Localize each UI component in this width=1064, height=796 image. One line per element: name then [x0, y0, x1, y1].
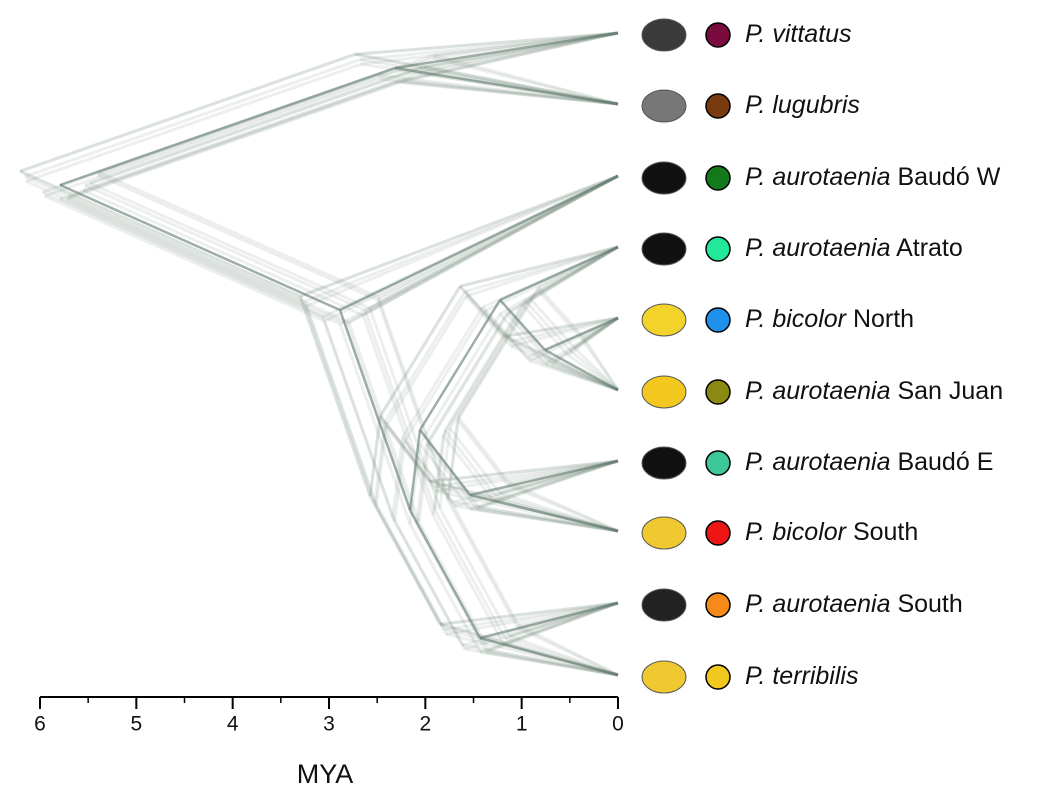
branch	[395, 33, 618, 68]
branch	[20, 171, 300, 296]
color-dot	[706, 308, 730, 332]
axis-label: MYA	[297, 759, 354, 789]
color-dot	[706, 94, 730, 118]
frog-icon	[642, 589, 686, 621]
taxon-population: San Juan	[897, 377, 1003, 405]
taxon-label: P. bicolor North	[745, 305, 914, 333]
taxon-label: P. lugubris	[745, 91, 860, 119]
figure: 6 5 4 3 2 1 0 P. vittatus P. lugubris P. aurotae…	[0, 0, 1064, 791]
taxon-italic: P. bicolor	[745, 518, 848, 546]
tick-label: 6	[34, 713, 46, 736]
branch	[90, 183, 370, 308]
color-dot	[706, 23, 730, 47]
taxon-label: P. vittatus	[745, 20, 852, 48]
taxon-label: P. aurotaenia Baudó E	[745, 448, 993, 476]
branch	[25, 60, 360, 177]
taxon-population: Baudó W	[897, 163, 1000, 191]
frog-icon	[642, 304, 686, 336]
taxon-label: P. bicolor South	[745, 518, 918, 546]
tick-label: 0	[612, 713, 624, 736]
taxon-italic: P. aurotaenia	[745, 234, 891, 262]
branch	[445, 300, 525, 430]
tree	[20, 33, 618, 675]
taxon-italic: P. bicolor	[745, 305, 848, 333]
color-dot	[706, 665, 730, 689]
color-dot	[706, 451, 730, 475]
branch	[67, 82, 402, 199]
color-dot	[706, 380, 730, 404]
taxon-italic: P. aurotaenia	[745, 448, 891, 476]
tick-label: 3	[323, 713, 335, 736]
taxon-italic: P. terribilis	[745, 662, 858, 690]
taxon-italic: P. lugubris	[745, 91, 860, 119]
color-dot	[706, 593, 730, 617]
branch	[365, 176, 618, 310]
frog-icon	[642, 517, 686, 549]
taxon-population: North	[853, 305, 914, 333]
branch	[306, 306, 376, 506]
color-dot	[706, 166, 730, 190]
frog-icon	[642, 19, 686, 51]
branch	[300, 296, 370, 496]
taxon-population: South	[853, 518, 918, 546]
tick-label: 1	[516, 713, 528, 736]
taxon-label: P. aurotaenia Atrato	[745, 234, 963, 262]
taxon-label: P. terribilis	[745, 662, 858, 690]
taxon-italic: P. vittatus	[745, 20, 852, 48]
branch	[25, 177, 305, 302]
taxon-label: P. aurotaenia San Juan	[745, 377, 1003, 405]
color-dot	[706, 521, 730, 545]
frog-icon	[642, 661, 686, 693]
frog-icon	[642, 447, 686, 479]
tick-label: 5	[130, 713, 142, 736]
branch	[460, 247, 618, 286]
branch	[60, 68, 395, 185]
frog-icon	[642, 376, 686, 408]
axis: 6 5 4 3 2 1 0	[34, 697, 624, 736]
taxon-population: Baudó E	[897, 448, 993, 476]
frog-icon	[642, 233, 686, 265]
taxon-label: P. aurotaenia South	[745, 590, 963, 618]
taxon-italic: P. aurotaenia	[745, 377, 891, 405]
taxon-italic: P. aurotaenia	[745, 163, 891, 191]
taxon-population: South	[897, 590, 962, 618]
tick-label: 2	[419, 713, 431, 736]
branch	[26, 64, 361, 181]
branch	[340, 176, 618, 310]
taxon-label: P. aurotaenia Baudó W	[745, 163, 1001, 191]
frog-icon	[642, 162, 686, 194]
branch	[60, 185, 340, 310]
branch	[85, 68, 420, 185]
branch	[300, 176, 618, 296]
color-dot	[706, 237, 730, 261]
taxa: P. vittatus P. lugubris P. aurotaenia Baud…	[642, 19, 1003, 693]
branch	[85, 185, 365, 310]
branch	[45, 79, 380, 196]
frog-icon	[642, 90, 686, 122]
taxon-population: Atrato	[896, 234, 963, 262]
tick-label: 4	[227, 713, 239, 736]
taxon-italic: P. aurotaenia	[745, 590, 891, 618]
